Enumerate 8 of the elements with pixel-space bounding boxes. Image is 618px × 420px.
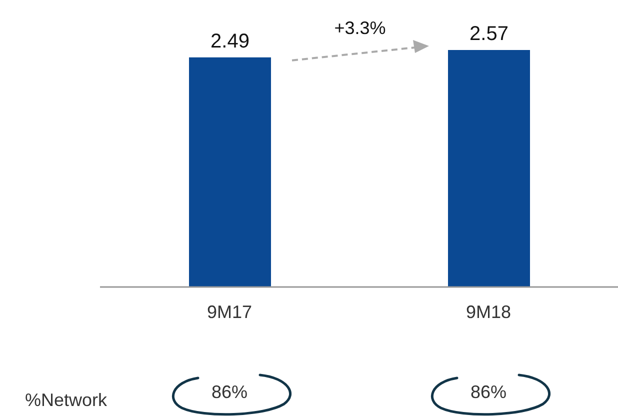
- x-tick-label: 9M18: [466, 302, 512, 322]
- text: +3.3%: [333, 18, 387, 39]
- data-label: 2.49: [210, 30, 250, 52]
- x-tick-label: 9M17: [206, 302, 252, 322]
- text: %Network: [25, 390, 108, 411]
- data-label: 2.57: [470, 23, 508, 45]
- text: 86%: [469, 382, 508, 403]
- text: 86%: [210, 382, 249, 403]
